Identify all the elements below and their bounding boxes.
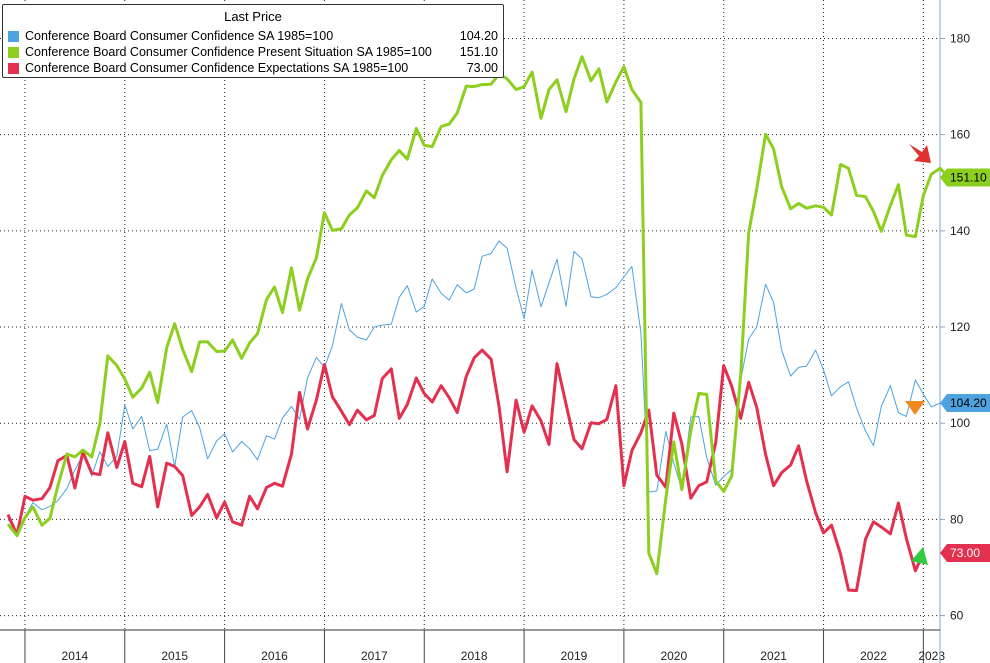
legend-swatch-present-situation bbox=[8, 47, 19, 58]
last-value-tag: 73.00 bbox=[940, 544, 990, 563]
last-value-tag-bg bbox=[940, 168, 990, 187]
legend-swatch-expectations bbox=[8, 63, 19, 74]
last-value-tag-bg bbox=[940, 394, 990, 413]
legend-entry-expectations: Conference Board Consumer Confidence Exp… bbox=[8, 61, 498, 77]
x-tick-label: 2019 bbox=[561, 649, 588, 663]
down-triangle-icon bbox=[905, 401, 925, 415]
legend-value-expectations: 73.00 bbox=[466, 61, 498, 75]
series-line-present-situation bbox=[6, 55, 950, 576]
series-line-headline bbox=[7, 240, 941, 532]
x-tick-label: 2020 bbox=[660, 649, 687, 663]
last-value-tag-label: 73.00 bbox=[950, 546, 980, 560]
legend-label-present-situation: Conference Board Consumer Confidence Pre… bbox=[25, 45, 432, 59]
y-tick-label: 140 bbox=[950, 224, 970, 238]
x-tick-label: 2021 bbox=[760, 649, 787, 663]
x-tick-label: 2016 bbox=[261, 649, 288, 663]
legend-entry-present-situation: Conference Board Consumer Confidence Pre… bbox=[8, 45, 498, 61]
x-tick-label: 2014 bbox=[62, 649, 89, 663]
legend-entry-headline: Conference Board Consumer Confidence SA … bbox=[8, 29, 498, 45]
y-tick-label: 120 bbox=[950, 320, 970, 334]
y-tick-label: 180 bbox=[950, 31, 970, 45]
chart-legend: Last Price Conference Board Consumer Con… bbox=[2, 4, 504, 78]
x-tick-label: 2023 bbox=[918, 649, 945, 663]
last-value-tag-label: 151.10 bbox=[950, 170, 987, 184]
y-tick-label: 100 bbox=[950, 416, 970, 430]
legend-value-headline: 104.20 bbox=[459, 29, 498, 43]
last-value-tag-label: 104.20 bbox=[950, 396, 987, 410]
y-tick-label: 80 bbox=[950, 512, 964, 526]
last-value-tag: 104.20 bbox=[940, 394, 990, 413]
legend-value-present-situation: 151.10 bbox=[459, 45, 498, 59]
legend-label-expectations: Conference Board Consumer Confidence Exp… bbox=[25, 61, 409, 75]
y-tick-label: 160 bbox=[950, 128, 970, 142]
x-tick-label: 2018 bbox=[461, 649, 488, 663]
last-value-tag-bg bbox=[940, 544, 990, 563]
legend-label-headline: Conference Board Consumer Confidence SA … bbox=[25, 29, 334, 43]
legend-header: Last Price bbox=[224, 9, 282, 24]
y-tick-label: 60 bbox=[950, 609, 964, 623]
x-tick-label: 2017 bbox=[361, 649, 388, 663]
x-tick-label: 2022 bbox=[860, 649, 887, 663]
series-line-expectations bbox=[6, 348, 925, 593]
up-arrow-icon bbox=[911, 547, 928, 565]
down-arrow-icon bbox=[909, 144, 931, 163]
x-tick-label: 2015 bbox=[161, 649, 188, 663]
legend-swatch-headline bbox=[8, 31, 19, 42]
last-value-tag: 151.10 bbox=[940, 168, 990, 187]
